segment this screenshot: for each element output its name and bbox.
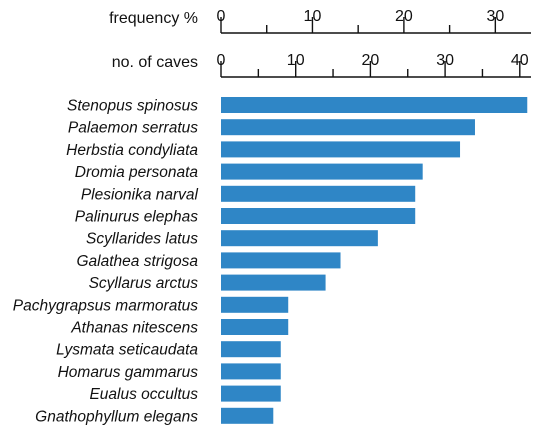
category-label: Palinurus elephas [75, 209, 198, 226]
axis-1-tick-label: 20 [361, 52, 379, 69]
axis-0-tick-label: 30 [486, 8, 504, 25]
category-label: Lysmata seticaudata [56, 342, 198, 359]
category-label: Palaemon serratus [68, 120, 198, 137]
category-labels: Stenopus spinosus Palaemon serratus Herbst… [13, 98, 199, 426]
axis-1-tick-label: 40 [511, 52, 529, 69]
category-label: Galathea strigosa [77, 253, 199, 270]
axis-1-tick-label: 30 [436, 52, 454, 69]
bar-0 [221, 97, 528, 113]
axis-0-tick-label: 10 [304, 8, 322, 25]
category-label: Dromia personata [75, 164, 199, 181]
axis-1-tick-label: 10 [287, 52, 305, 69]
bar-9 [221, 296, 289, 313]
bar-2 [221, 141, 461, 158]
category-label: Pachygrapsus marmoratus [13, 297, 198, 314]
bar-1 [221, 119, 475, 136]
bar-11 [221, 341, 281, 358]
bar-13 [221, 385, 281, 402]
axis-0-title: frequency % [109, 10, 198, 27]
bar-10 [221, 319, 289, 335]
category-label: Plesionika narval [81, 186, 199, 203]
category-label: Herbstia condyliata [66, 142, 198, 159]
category-label: Scyllarus arctus [89, 275, 199, 292]
axis-0-tick-label: 20 [395, 8, 413, 25]
bar-3 [221, 163, 423, 180]
bar-6 [221, 230, 378, 247]
bar-12 [221, 363, 281, 380]
bar-14 [221, 407, 274, 424]
bar-4 [221, 185, 416, 202]
category-label: Gnathophyllum elegans [35, 408, 198, 425]
axis-0-tick-label: 0 [217, 8, 226, 25]
category-label: Scyllarides latus [86, 231, 198, 248]
axis-1-tick-label: 0 [217, 52, 226, 69]
bar-5 [221, 208, 416, 224]
bar-8 [221, 274, 326, 291]
bar-7 [221, 252, 341, 269]
category-label: Homarus gammarus [58, 364, 199, 381]
axis-1-title: no. of caves [112, 54, 198, 71]
bars [221, 97, 528, 424]
category-label: Eualus occultus [89, 386, 198, 403]
category-label: Stenopus spinosus [67, 98, 198, 115]
axes-layer: frequency % 0 10 20 30 no. of caves 0 10 20 30 40 [109, 8, 531, 78]
category-label: Athanas nitescens [70, 320, 198, 337]
